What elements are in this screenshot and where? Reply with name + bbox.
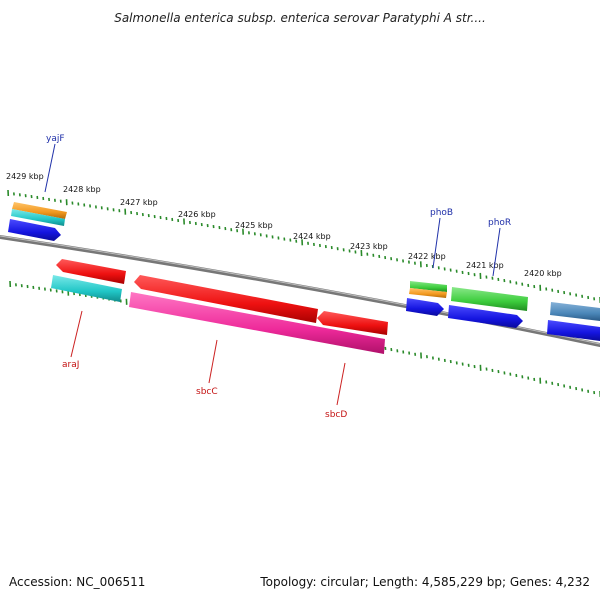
gene-label-sbcD[interactable]: sbcD — [325, 410, 347, 420]
gene-sbcC-red[interactable] — [134, 275, 318, 323]
gene-phoR-arrow[interactable] — [448, 305, 523, 328]
feature-blue-right[interactable] — [547, 320, 600, 341]
tick-label-2429: 2429 kbp — [6, 172, 44, 181]
gene-sbcD-leader — [336, 362, 346, 406]
tick-label-2428: 2428 kbp — [63, 185, 101, 194]
feature-orange-left[interactable] — [12, 202, 67, 219]
gene-sbcD-red[interactable] — [317, 311, 388, 335]
tick-label-2420: 2420 kbp — [524, 269, 562, 278]
tick-label-2424: 2424 kbp — [293, 232, 331, 241]
gene-phoR-green[interactable] — [451, 287, 528, 311]
gene-araJ-leader — [70, 310, 83, 358]
feature-green-small[interactable] — [410, 281, 447, 292]
feature-cyan-left[interactable] — [11, 209, 65, 226]
map-title: Salmonella enterica subsp. enterica sero… — [114, 11, 486, 25]
gene-araJ-cyan[interactable] — [51, 275, 122, 302]
gene-phoB-arrow[interactable] — [406, 298, 444, 316]
tick-label-2425: 2425 kbp — [235, 221, 273, 230]
tick-label-2422: 2422 kbp — [408, 252, 446, 261]
gene-label-phoR[interactable]: phoR — [488, 218, 511, 228]
gene-araJ-red[interactable] — [56, 259, 126, 284]
tick-label-2423: 2423 kbp — [350, 242, 388, 251]
gene-yajF-arrow[interactable] — [8, 219, 61, 241]
gene-yajF-leader — [44, 143, 56, 193]
gene-label-sbcC[interactable]: sbcC — [196, 387, 218, 397]
tick-label-2421: 2421 kbp — [466, 261, 504, 270]
topology-text: Topology: circular; Length: 4,585,229 bp… — [259, 575, 590, 589]
gene-sbcC-pink[interactable] — [129, 292, 385, 354]
gene-label-araJ[interactable]: araJ — [62, 360, 79, 370]
tick-label-2427: 2427 kbp — [120, 198, 158, 207]
feature-orange-small[interactable] — [409, 288, 447, 298]
tick-label-2426: 2426 kbp — [178, 210, 216, 219]
gene-sbcC-leader — [208, 339, 218, 384]
tick-labels: 2429 kbp 2428 kbp 2427 kbp 2426 kbp 2425… — [6, 172, 562, 278]
gene-label-phoB[interactable]: phoB — [430, 208, 453, 218]
gene-phoR-leader — [492, 227, 501, 277]
gene-label-yajF[interactable]: yajF — [46, 134, 65, 144]
feature-steel-right[interactable] — [550, 302, 600, 321]
gene-phoB-leader — [432, 217, 441, 269]
accession-text: Accession: NC_006511 — [9, 575, 145, 589]
